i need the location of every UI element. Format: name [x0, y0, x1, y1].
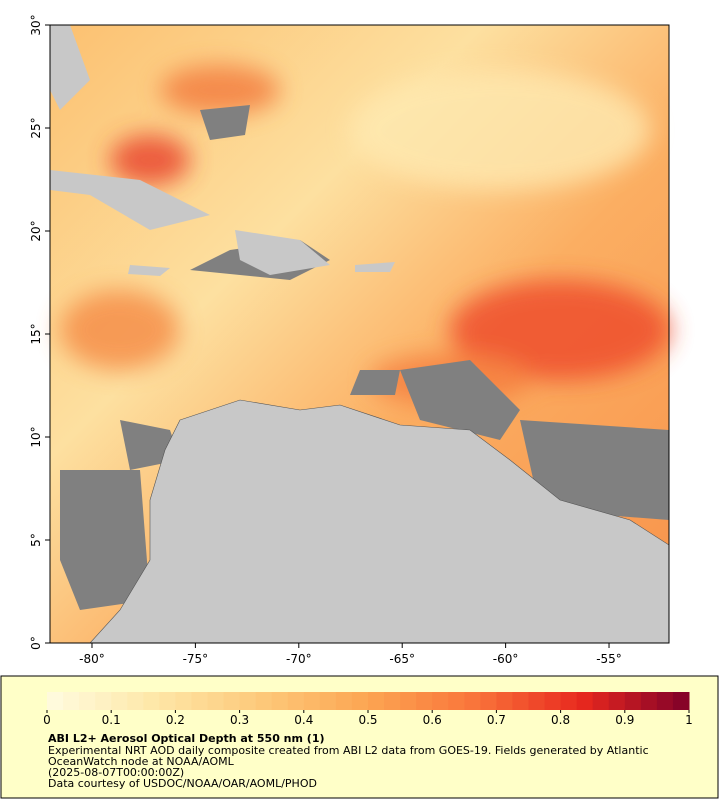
colorbar-tick-label: 0.9	[615, 713, 634, 727]
colorbar-step	[223, 692, 241, 710]
colorbar-step	[79, 692, 96, 710]
colorbar-step	[496, 692, 513, 710]
colorbar-step	[63, 692, 80, 710]
y-tick-label: 10°	[29, 426, 43, 447]
colorbar-step	[175, 692, 192, 710]
caption-title: ABI L2+ Aerosol Optical Depth at 550 nm …	[48, 732, 325, 745]
colorbar-step	[287, 692, 305, 710]
colorbar-step	[159, 692, 176, 710]
colorbar-step	[512, 692, 529, 710]
caption-line: Data courtesy of USDOC/NOAA/OAR/AOML/PHO…	[48, 777, 317, 790]
colorbar-step	[624, 692, 642, 710]
colorbar-step	[319, 692, 337, 710]
colorbar-step	[400, 692, 417, 710]
colorbar-step	[207, 692, 225, 710]
colorbar-tick-label: 0.6	[423, 713, 442, 727]
x-tick-label: -70°	[286, 652, 312, 666]
x-tick-label: -65°	[389, 652, 415, 666]
caption-line: (2025-08-07T00:00:00Z)	[48, 766, 184, 779]
x-tick-label: -75°	[183, 652, 209, 666]
y-tick-label: 30°	[29, 14, 43, 35]
y-tick-label: 20°	[29, 220, 43, 241]
colorbar-step	[560, 692, 578, 710]
colorbar-tick-label: 1	[685, 713, 693, 727]
colorbar-step	[432, 692, 449, 710]
colorbar-step	[368, 692, 385, 710]
colorbar-step	[640, 692, 658, 710]
x-tick-label: -55°	[596, 652, 622, 666]
colorbar-step	[544, 692, 562, 710]
colorbar-tick-label: 0.2	[166, 713, 185, 727]
colorbar-step	[656, 692, 674, 710]
colorbar-step	[480, 692, 497, 710]
colorbar-tick-label: 0.1	[102, 713, 121, 727]
x-tick-label: -80°	[79, 652, 105, 666]
colorbar-step	[47, 692, 64, 710]
colorbar-step	[576, 692, 594, 710]
colorbar-step	[608, 692, 626, 710]
colorbar-step	[351, 692, 369, 710]
y-tick-label: 5°	[29, 533, 43, 547]
colorbar-step	[127, 692, 144, 710]
colorbar-step	[191, 692, 208, 710]
map-image	[50, 25, 670, 644]
colorbar-step	[448, 692, 465, 710]
colorbar-step	[303, 692, 321, 710]
colorbar-step	[239, 692, 257, 710]
colorbar-step	[271, 692, 289, 710]
colorbar-step	[384, 692, 401, 710]
y-tick-label: 0°	[29, 636, 43, 650]
colorbar-step	[111, 692, 128, 710]
colorbar-step	[464, 692, 481, 710]
colorbar-step	[592, 692, 610, 710]
colorbar-tick-label: 0.7	[487, 713, 506, 727]
caption-line: Experimental NRT AOD daily composite cre…	[48, 744, 649, 757]
colorbar-tick-label: 0.4	[294, 713, 313, 727]
x-tick-label: -60°	[493, 652, 519, 666]
colorbar-step	[255, 692, 273, 710]
colorbar-step	[143, 692, 160, 710]
colorbar-step	[416, 692, 433, 710]
colorbar-tick-label: 0	[43, 713, 51, 727]
colorbar-step	[335, 692, 353, 710]
colorbar-tick-label: 0.8	[551, 713, 570, 727]
y-tick-label: 15°	[29, 323, 43, 344]
colorbar-tick-label: 0.3	[230, 713, 249, 727]
caption-line: OceanWatch node at NOAA/AOML	[48, 755, 235, 768]
colorbar-tick-label: 0.5	[358, 713, 377, 727]
colorbar-step	[672, 692, 690, 710]
colorbar-step	[95, 692, 112, 710]
colorbar-step	[528, 692, 546, 710]
y-tick-label: 25°	[29, 117, 43, 138]
